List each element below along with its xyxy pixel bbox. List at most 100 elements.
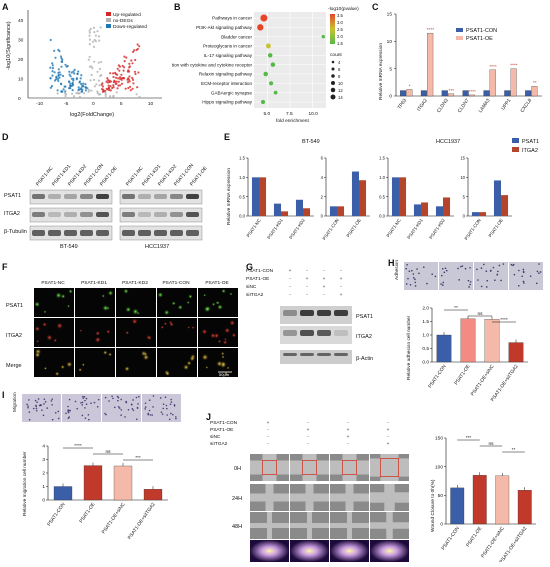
y-tick-label: 4: [42, 444, 45, 450]
volcano-point: [56, 77, 60, 80]
y-tick-label: 2: [42, 471, 45, 477]
cell-dot: [441, 274, 443, 277]
significance-label: **: [533, 80, 537, 86]
cell-signal: [163, 309, 170, 316]
volcano-point: [136, 43, 139, 46]
cell-dot: [170, 398, 172, 401]
cell-signal: [165, 371, 171, 377]
cell-signal: [45, 334, 53, 342]
bar: [471, 212, 479, 216]
band: [283, 353, 297, 356]
migration-image: [102, 394, 141, 422]
bar: [421, 202, 429, 216]
panel-label: G: [246, 262, 254, 272]
band: [317, 330, 331, 336]
volcano-point: [95, 83, 98, 86]
volcano-point: [133, 70, 137, 73]
cell-dot: [120, 409, 123, 411]
color-legend-tick: 3.5: [337, 13, 343, 18]
migration-image: [142, 394, 181, 422]
volcano-point: [99, 74, 102, 78]
wound-gap: [330, 493, 369, 502]
x-tick-label: 10: [148, 101, 154, 107]
condition-sign: -: [289, 277, 291, 282]
wound-gap: [250, 460, 289, 475]
x-tick-label: PSAT1-CON: [463, 218, 481, 241]
y-tick-label: 6: [321, 156, 324, 161]
cell-dot: [74, 400, 77, 403]
cell-dot: [457, 267, 459, 270]
cell-dot: [32, 407, 35, 410]
y-tick-label: 0: [463, 214, 466, 219]
y-tick-label: 0: [18, 96, 21, 102]
cell-dot: [406, 264, 408, 266]
volcano-point: [56, 89, 59, 92]
band: [186, 212, 199, 217]
volcano-point: [134, 72, 137, 76]
condition-sign: +: [387, 442, 390, 447]
cell-dot: [445, 269, 448, 272]
cell-dot: [418, 272, 420, 275]
condition-sign: +: [340, 277, 343, 282]
volcano-point: [109, 89, 112, 92]
legend-itga2: ITGA2: [522, 148, 538, 154]
cell-dot: [120, 398, 122, 401]
legend-up: Up-regulated: [113, 12, 141, 18]
cell-signal: [146, 334, 152, 341]
condition-sign: -: [340, 285, 342, 290]
adhesion-image: [404, 262, 438, 290]
x-tick-label: LAMA3: [478, 97, 492, 114]
cell-dot: [485, 286, 488, 288]
cell-signal: [177, 304, 184, 311]
adhesion-image: [474, 262, 508, 290]
adhesion-chart: Adhesion 0.0 0.5 1.0 1.5 2.0 PSAT1-CON PSAT1-O…: [394, 260, 543, 403]
cell-signal: [216, 301, 220, 305]
cell-dot: [50, 400, 53, 402]
cell-signal: [201, 353, 209, 361]
volcano-point: [123, 60, 126, 63]
significance-label: ***: [135, 455, 141, 461]
panel-e: E BT-549 HCC1937 PSAT1 ITGA2 Relative mR…: [222, 130, 550, 260]
band: [170, 212, 183, 217]
bar: [479, 212, 487, 216]
volcano-point: [69, 87, 72, 90]
volcano-point: [62, 88, 65, 91]
color-legend-tick: 3.0: [337, 20, 343, 25]
volcano-point: [93, 78, 96, 81]
y-tick-label: 1.5: [379, 156, 385, 161]
volcano-point: [71, 92, 74, 95]
cell-dot: [477, 279, 479, 281]
volcano-point: [91, 40, 95, 43]
cell-dot: [127, 409, 130, 411]
row-label: β-Tubulin: [4, 229, 27, 235]
size-legend-title: count: [330, 52, 342, 58]
y-tick-label: 0.0: [379, 214, 385, 219]
volcano-point: [97, 93, 101, 96]
cell-dot: [522, 270, 525, 273]
condition-sign: -: [323, 293, 325, 298]
cell-dot: [82, 397, 84, 399]
significance-label: ****: [510, 63, 518, 69]
cell-dot: [502, 263, 505, 265]
y-tick-label: 3: [42, 457, 45, 463]
volcano-point: [120, 78, 123, 81]
volcano-point: [55, 78, 58, 81]
band: [154, 194, 167, 199]
cell-dot: [412, 273, 415, 275]
volcano-point: [89, 27, 92, 30]
volcano-point: [127, 78, 130, 81]
enrichment-dot: [269, 81, 274, 86]
volcano-point: [51, 74, 54, 77]
bar: [303, 208, 311, 216]
volcano-point: [64, 90, 67, 93]
volcano-point: [92, 26, 96, 29]
bar: [447, 93, 455, 97]
wound-heatmap: [290, 540, 329, 562]
fluorescence-image: [75, 348, 115, 377]
fluorescence-image: [34, 318, 74, 347]
wound-gap: [370, 492, 409, 503]
group-title: BT-549: [302, 139, 320, 145]
fluorescence-image: [157, 318, 197, 347]
volcano-point: [109, 85, 112, 88]
cell-dot: [175, 417, 177, 420]
